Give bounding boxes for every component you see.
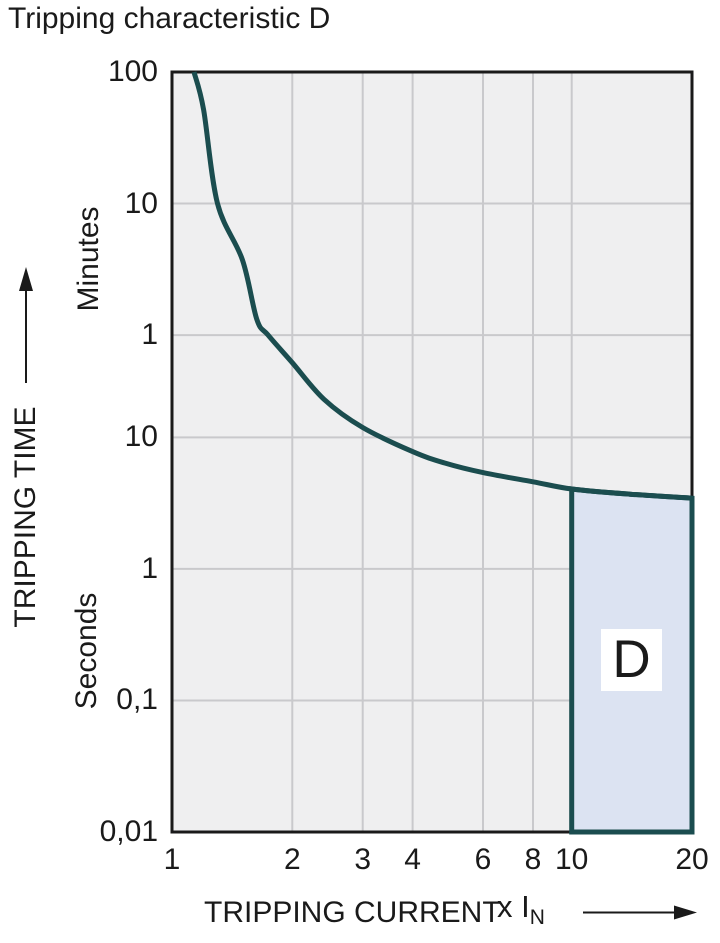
x-axis-title: TRIPPING CURRENT	[204, 896, 501, 929]
figure-title: Tripping characteristic D	[8, 2, 331, 35]
x-axis-multiplier: x IN	[497, 890, 545, 935]
tripping-curve	[191, 71, 693, 501]
x-axis-arrow-right-icon	[583, 905, 697, 920]
region-label-box: D	[601, 629, 662, 691]
region-label: D	[612, 630, 651, 689]
y-axis-title: TRIPPING TIME	[9, 406, 42, 628]
multiplier-prefix: x I	[497, 889, 530, 924]
y-axis-unit-seconds: Seconds	[70, 592, 103, 710]
y-axis-unit-minutes: Minutes	[72, 206, 105, 312]
y-axis-arrow-up-icon	[19, 267, 33, 383]
plot-border	[170, 70, 694, 834]
multiplier-subscript: N	[529, 906, 545, 930]
